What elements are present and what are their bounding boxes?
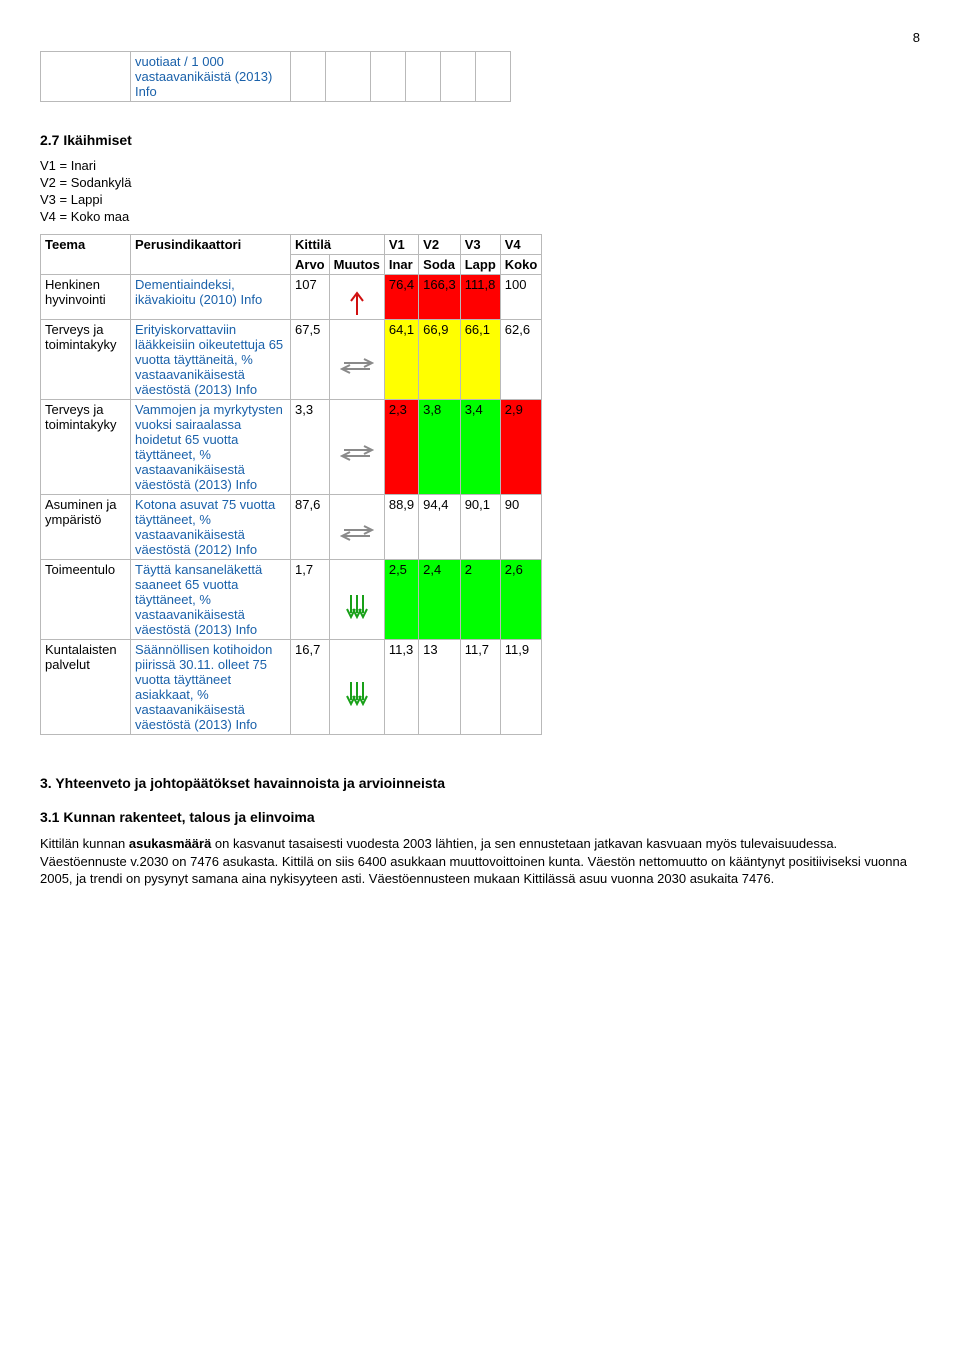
- table-row: ToimeentuloTäyttä kansaneläkettä saaneet…: [41, 560, 542, 640]
- cell-v2: 3,8: [419, 400, 461, 495]
- cell-v2: 13: [419, 640, 461, 735]
- top-indicator-line2: vastaavanikäistä (2013): [135, 69, 272, 84]
- col-v3: V3: [460, 235, 500, 255]
- cell-v1: 76,4: [384, 275, 418, 320]
- cell-v3: 3,4: [460, 400, 500, 495]
- cell-arvo: 67,5: [291, 320, 330, 400]
- col-arvo: Arvo: [291, 255, 330, 275]
- cell-v4: 2,9: [500, 400, 542, 495]
- cell-indicator[interactable]: Säännöllisen kotihoidon piirissä 30.11. …: [131, 640, 291, 735]
- legend-v3: V3 = Lappi: [40, 192, 920, 207]
- col-v4: V4: [500, 235, 542, 255]
- cell-v2: 66,9: [419, 320, 461, 400]
- cell-indicator[interactable]: Kotona asuvat 75 vuotta täyttäneet, % va…: [131, 495, 291, 560]
- legend-block: V1 = Inari V2 = Sodankylä V3 = Lappi V4 …: [40, 158, 920, 224]
- cell-v2: 94,4: [419, 495, 461, 560]
- legend-v4: V4 = Koko maa: [40, 209, 920, 224]
- cell-teema: Asuminen ja ympäristö: [41, 495, 131, 560]
- cell-muutos: [329, 320, 384, 400]
- cell-v2: 2,4: [419, 560, 461, 640]
- cell-v3: 66,1: [460, 320, 500, 400]
- cell-v4: 100: [500, 275, 542, 320]
- top-indicator-cell: vuotiaat / 1 000 vastaavanikäistä (2013)…: [131, 52, 291, 102]
- cell-arvo: 87,6: [291, 495, 330, 560]
- cell-teema: Terveys ja toimintakyky: [41, 400, 131, 495]
- top-info-link[interactable]: Info: [135, 84, 157, 99]
- body-paragraph: Kittilän kunnan asukasmäärä on kasvanut …: [40, 835, 920, 888]
- cell-v4: 11,9: [500, 640, 542, 735]
- cell-arvo: 1,7: [291, 560, 330, 640]
- col-lapp: Lapp: [460, 255, 500, 275]
- col-v2: V2: [419, 235, 461, 255]
- cell-v4: 90: [500, 495, 542, 560]
- cell-teema: Henkinen hyvinvointi: [41, 275, 131, 320]
- cell-indicator[interactable]: Täyttä kansaneläkettä saaneet 65 vuotta …: [131, 560, 291, 640]
- table-row: Kuntalaisten palvelutSäännöllisen kotiho…: [41, 640, 542, 735]
- cell-arvo: 16,7: [291, 640, 330, 735]
- col-kittila: Kittilä: [291, 235, 385, 255]
- col-muutos: Muutos: [329, 255, 384, 275]
- cell-v3: 111,8: [460, 275, 500, 320]
- cell-indicator[interactable]: Dementiaindeksi, ikävakioitu (2010) Info: [131, 275, 291, 320]
- cell-muutos: [329, 495, 384, 560]
- table-row: Henkinen hyvinvointiDementiaindeksi, ikä…: [41, 275, 542, 320]
- header-row-1: Teema Perusindikaattori Kittilä V1 V2 V3…: [41, 235, 542, 255]
- col-perus: Perusindikaattori: [131, 235, 291, 275]
- col-teema: Teema: [41, 235, 131, 275]
- heading-3-1: 3.1 Kunnan rakenteet, talous ja elinvoim…: [40, 809, 920, 825]
- cell-muutos: [329, 640, 384, 735]
- col-inar: Inar: [384, 255, 418, 275]
- cell-v3: 2: [460, 560, 500, 640]
- table-row: Asuminen ja ympäristöKotona asuvat 75 vu…: [41, 495, 542, 560]
- cell-arvo: 107: [291, 275, 330, 320]
- main-data-table: Teema Perusindikaattori Kittilä V1 V2 V3…: [40, 234, 542, 735]
- cell-v3: 11,7: [460, 640, 500, 735]
- cell-teema: Toimeentulo: [41, 560, 131, 640]
- cell-v1: 88,9: [384, 495, 418, 560]
- cell-indicator[interactable]: Vammojen ja myrkytysten vuoksi sairaalas…: [131, 400, 291, 495]
- cell-teema: Terveys ja toimintakyky: [41, 320, 131, 400]
- col-v1: V1: [384, 235, 418, 255]
- heading-3: 3. Yhteenveto ja johtopäätökset havainno…: [40, 775, 920, 791]
- cell-v4: 62,6: [500, 320, 542, 400]
- cell-v1: 2,5: [384, 560, 418, 640]
- col-soda: Soda: [419, 255, 461, 275]
- cell-indicator[interactable]: Erityiskorvattaviin lääkkeisiin oikeutet…: [131, 320, 291, 400]
- section-title: 2.7 Ikäihmiset: [40, 132, 920, 148]
- table-row: Terveys ja toimintakykyVammojen ja myrky…: [41, 400, 542, 495]
- cell-v1: 11,3: [384, 640, 418, 735]
- cell-v1: 2,3: [384, 400, 418, 495]
- table-row: Terveys ja toimintakykyErityiskorvattavi…: [41, 320, 542, 400]
- cell-muutos: [329, 275, 384, 320]
- legend-v1: V1 = Inari: [40, 158, 920, 173]
- cell-v1: 64,1: [384, 320, 418, 400]
- col-koko: Koko: [500, 255, 542, 275]
- legend-v2: V2 = Sodankylä: [40, 175, 920, 190]
- cell-teema: Kuntalaisten palvelut: [41, 640, 131, 735]
- cell-muutos: [329, 560, 384, 640]
- top-indicator-line1: vuotiaat / 1 000: [135, 54, 224, 69]
- page-number: 8: [40, 30, 920, 45]
- top-fragment-table: vuotiaat / 1 000 vastaavanikäistä (2013)…: [40, 51, 511, 102]
- cell-muutos: [329, 400, 384, 495]
- cell-v2: 166,3: [419, 275, 461, 320]
- cell-v4: 2,6: [500, 560, 542, 640]
- cell-v3: 90,1: [460, 495, 500, 560]
- cell-arvo: 3,3: [291, 400, 330, 495]
